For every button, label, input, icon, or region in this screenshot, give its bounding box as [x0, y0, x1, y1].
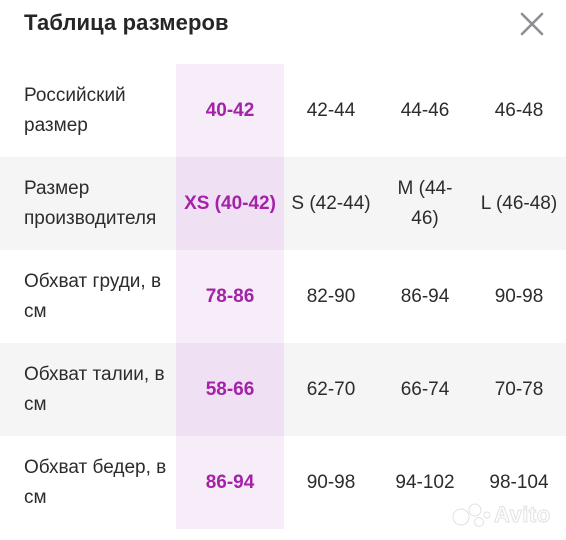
- table-row-chest: Обхват груди, в см 78-86 82-90 86-94 90-…: [0, 250, 566, 343]
- avito-logo-icon: [452, 503, 491, 527]
- size-cell[interactable]: 62-70: [306, 378, 356, 400]
- size-cell[interactable]: S (42-44): [291, 192, 371, 214]
- table-row-manufacturer-size: Размер производителя XS (40-42) S (42-44…: [0, 157, 566, 250]
- size-cell[interactable]: 44-46: [400, 99, 450, 121]
- selected-size-cell[interactable]: 78-86: [176, 250, 284, 343]
- table-row-russian-size: Российский размер 40-42 42-44 44-46 46-4…: [0, 64, 566, 157]
- size-cell[interactable]: 94-102: [395, 471, 455, 493]
- row-label: Размер производителя: [24, 177, 157, 229]
- size-cell[interactable]: 98-104: [489, 471, 549, 493]
- size-cell[interactable]: 90-98: [494, 285, 544, 307]
- size-cell[interactable]: 66-74: [400, 378, 450, 400]
- row-label: Обхват груди, в см: [24, 270, 162, 322]
- close-button[interactable]: [516, 8, 548, 40]
- size-table: Российский размер 40-42 42-44 44-46 46-4…: [0, 64, 566, 529]
- size-cell[interactable]: 70-78: [494, 378, 544, 400]
- row-label: Российский размер: [24, 84, 126, 136]
- row-label: Обхват талии, в см: [24, 363, 165, 415]
- modal-header: Таблица размеров: [0, 0, 566, 58]
- size-cell[interactable]: 86-94: [400, 285, 450, 307]
- size-cell[interactable]: 42-44: [306, 99, 356, 121]
- table-row-waist: Обхват талии, в см 58-66 62-70 66-74 70-…: [0, 343, 566, 436]
- size-cell[interactable]: 46-48: [494, 99, 544, 121]
- selected-size-cell[interactable]: 40-42: [176, 64, 284, 157]
- table-row-hips: Обхват бедер, в см 86-94 90-98 94-102 98…: [0, 436, 566, 529]
- avito-watermark: Avito: [452, 500, 562, 530]
- selected-size-cell[interactable]: 58-66: [176, 343, 284, 436]
- size-cell[interactable]: 82-90: [306, 285, 356, 307]
- row-label: Обхват бедер, в см: [24, 456, 167, 508]
- watermark-text: Avito: [494, 502, 551, 528]
- size-cell[interactable]: M (44-46): [397, 177, 453, 229]
- modal-title: Таблица размеров: [24, 10, 229, 35]
- selected-size-cell[interactable]: XS (40-42): [176, 157, 284, 250]
- size-cell[interactable]: L (46-48): [480, 192, 558, 214]
- selected-size-cell[interactable]: 86-94: [176, 436, 284, 529]
- size-cell[interactable]: 90-98: [306, 471, 356, 493]
- close-icon: [520, 12, 544, 36]
